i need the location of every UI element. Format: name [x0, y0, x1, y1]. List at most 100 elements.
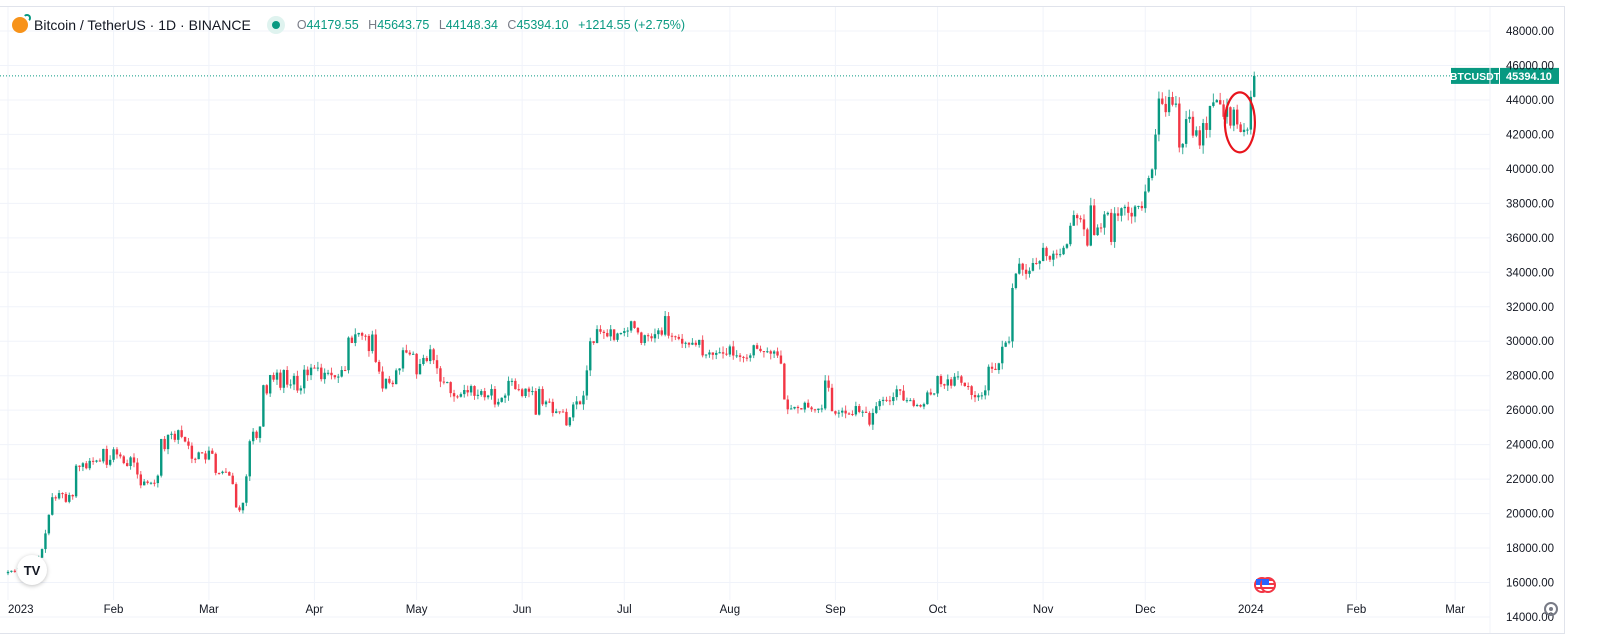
candle-down [813, 408, 817, 413]
candle-down [949, 377, 953, 389]
candle-up [585, 365, 589, 400]
last-price-label: 45394.10 [1506, 71, 1552, 83]
candle-up [704, 354, 708, 359]
candle-up [980, 392, 984, 400]
candle-body [343, 370, 347, 372]
candle-down [78, 465, 81, 472]
candle-up [268, 374, 272, 397]
candle-down [527, 386, 531, 398]
candle-down [183, 436, 187, 443]
candle-body [228, 472, 231, 476]
candle-body [432, 349, 435, 361]
candle-body [715, 352, 718, 355]
candle-up [616, 332, 619, 342]
candle-down [800, 408, 803, 410]
candle-down [786, 395, 789, 415]
y-tick-label: 36000.00 [1506, 233, 1554, 245]
settings-gear-icon[interactable] [1544, 602, 1558, 616]
candle-body [1239, 124, 1242, 132]
candle-down [153, 479, 156, 487]
candle-up [384, 378, 388, 390]
candle-body [858, 406, 861, 412]
candle-down [1127, 201, 1130, 221]
candle-down [391, 380, 394, 388]
candle-body [817, 408, 820, 411]
candle-body [286, 370, 289, 385]
price-axis: 14000.00 16000.00 18000.00 20000.00 22000.00… [1489, 7, 1554, 633]
candle-down [1130, 207, 1133, 224]
candle-up [1212, 93, 1215, 108]
symbol-tag-label: BTCUSDT [1450, 71, 1501, 83]
candle-up [112, 447, 115, 463]
candle-down [1110, 208, 1113, 246]
candle-up [262, 384, 265, 427]
candle-up [1011, 283, 1014, 348]
candle-body [531, 391, 534, 393]
candle-down [779, 350, 783, 365]
candle-body [71, 494, 74, 497]
candle-up [772, 349, 776, 359]
candle-body [898, 389, 902, 391]
candle-up [915, 403, 919, 407]
candle-body [691, 342, 694, 345]
candle-up [241, 502, 245, 514]
candle-body [660, 330, 663, 335]
candle-up [1167, 89, 1171, 117]
candle-up [752, 344, 755, 359]
candle-body [633, 321, 636, 328]
y-tick-label: 42000.00 [1506, 129, 1554, 141]
candle-body [156, 475, 160, 484]
candle-down [61, 492, 64, 499]
candle-body [149, 482, 153, 484]
tradingview-logo-icon[interactable]: TV [17, 555, 47, 585]
candle-body [207, 450, 211, 460]
candle-body [500, 397, 503, 402]
candle-body [377, 361, 381, 372]
candle-body [354, 334, 357, 343]
candle-down [1198, 126, 1201, 150]
candle-up [1246, 127, 1249, 135]
candle-up [932, 393, 936, 396]
bitcoin-icon [12, 14, 31, 33]
candle-body [806, 402, 810, 408]
candle-down [1035, 257, 1038, 265]
candle-down [1171, 91, 1174, 107]
candle-up [1001, 340, 1004, 370]
market-open-dot-icon [266, 16, 285, 34]
candle-down [1024, 264, 1028, 280]
candle-up [824, 375, 827, 411]
candle-down [885, 396, 888, 402]
candle-body [796, 406, 800, 409]
candle-body [1154, 134, 1157, 170]
candle-down [224, 468, 228, 473]
candle-down [534, 388, 537, 415]
candle-body [837, 412, 841, 414]
candle-down [1178, 97, 1181, 153]
symbol-title[interactable]: Bitcoin / TetherUS · 1D · BINANCE [34, 17, 251, 33]
candle-up [275, 369, 279, 385]
candle-down [1218, 92, 1222, 105]
candle-body [217, 472, 221, 474]
candle-down [514, 378, 517, 390]
candle-down [228, 471, 231, 476]
candle-body [146, 481, 149, 483]
candle-down [694, 340, 698, 347]
candle-body [1075, 215, 1079, 219]
time-axis: 2023 Feb Mar Apr May Jun Jul Aug Sep Oct Nov Dec 202… [8, 604, 1465, 616]
candle-down [755, 342, 759, 350]
x-tick-label: 2023 [8, 604, 34, 616]
candle-body [388, 378, 391, 383]
candle-body [585, 370, 589, 396]
candle-down [381, 366, 384, 392]
candle-body [173, 433, 177, 440]
candle-down [1048, 255, 1052, 262]
candle-body [1021, 263, 1024, 270]
candle-body [241, 502, 245, 511]
candle-up [303, 365, 306, 394]
candle-down [320, 363, 323, 382]
candle-up [1188, 109, 1191, 123]
candle-body [732, 346, 735, 356]
annotation-ellipse [1223, 91, 1257, 154]
candle-up [653, 328, 657, 343]
